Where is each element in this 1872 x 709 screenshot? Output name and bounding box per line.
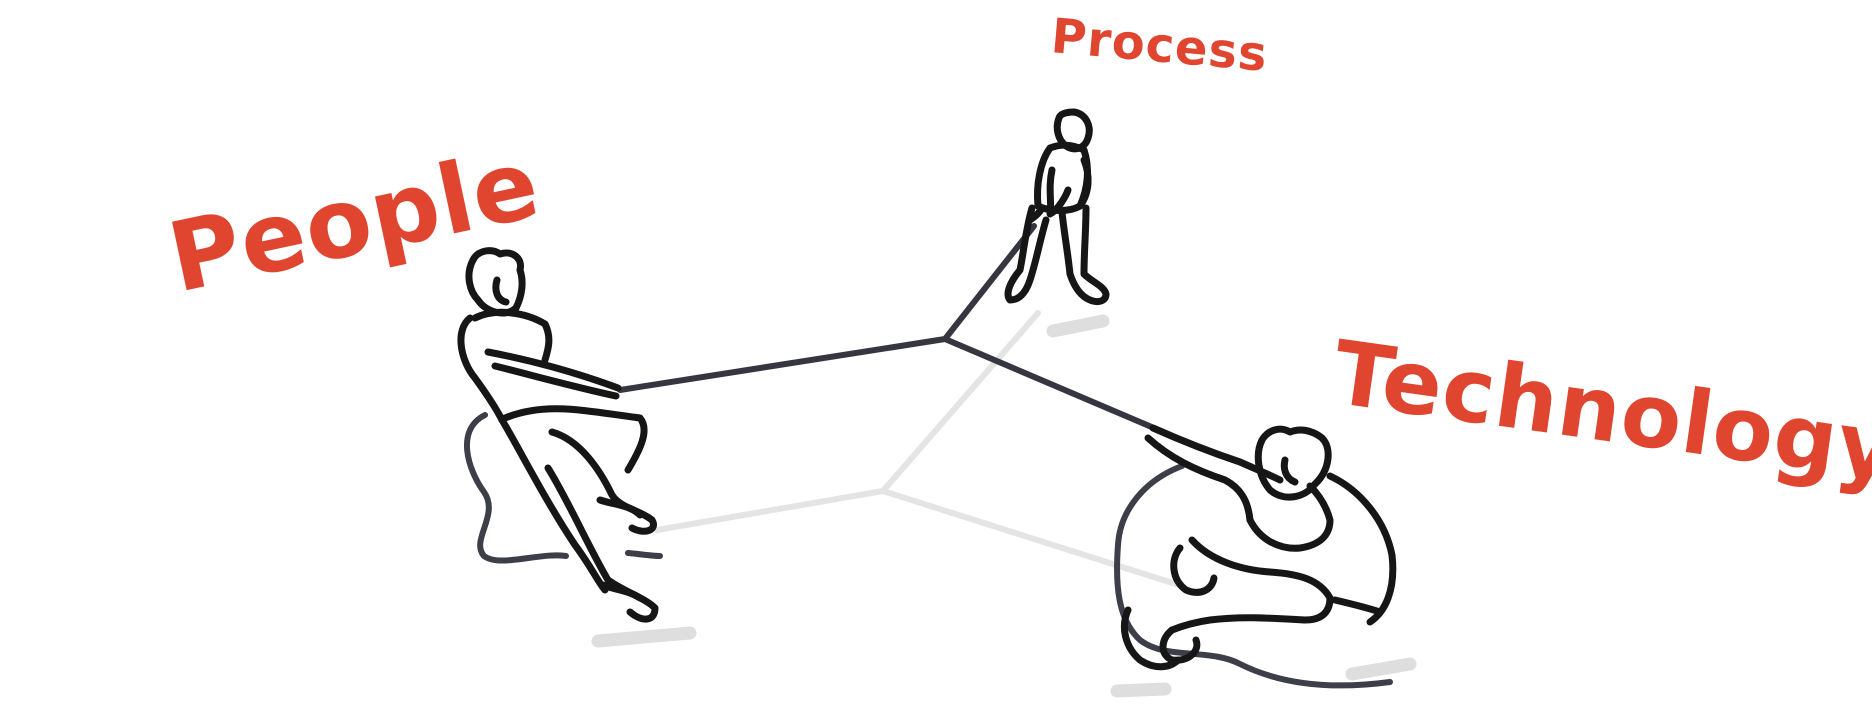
process-leg-left — [1004, 204, 1050, 304]
technology-shin — [1159, 626, 1201, 664]
ground-shadows — [591, 314, 1417, 698]
technology-figure — [1121, 424, 1397, 671]
people-foot-back — [599, 581, 644, 602]
technology-face — [1280, 456, 1299, 486]
rope-front-to-people — [617, 336, 948, 393]
front-ropes — [617, 223, 1157, 431]
people-head — [465, 247, 526, 317]
technology-leg-rear — [1121, 606, 1182, 671]
people-foot-front — [596, 496, 644, 519]
rope-back-to-technology — [880, 488, 1185, 589]
technology-rope-tail — [1114, 463, 1393, 689]
technology-label: Technology — [1327, 321, 1872, 502]
process-label: Process — [1049, 8, 1270, 83]
process-arm-right — [1076, 156, 1092, 210]
people-arm-lower — [491, 362, 620, 400]
people-torso — [457, 314, 506, 424]
process-leg-right — [1058, 204, 1110, 306]
people-shadow — [591, 626, 697, 648]
people-rope-tail-end — [625, 550, 663, 559]
people-figure — [457, 247, 659, 623]
people-leg-back — [498, 416, 609, 594]
technology-shadow-left — [1110, 682, 1172, 698]
process-shadow — [1046, 314, 1110, 338]
technology-back — [1326, 472, 1397, 626]
technology-knee — [1170, 544, 1218, 596]
people-rope-tail — [463, 412, 569, 564]
people-face — [492, 276, 510, 306]
process-hand — [1026, 204, 1046, 224]
rope-front-to-process — [942, 223, 1037, 342]
technology-shadow-right — [1345, 657, 1417, 681]
people-leg-front — [501, 405, 648, 474]
rope-front-to-technology — [942, 336, 1157, 431]
process-figure — [1004, 108, 1110, 306]
back-ropes — [654, 310, 1185, 589]
technology-thigh — [1168, 536, 1334, 634]
rope-back-to-process — [880, 310, 1041, 494]
rope-tails — [463, 412, 1393, 689]
rope-back-to-people — [654, 488, 886, 533]
process-arm — [1046, 166, 1072, 218]
people-back — [471, 308, 553, 364]
technology-torso — [1246, 482, 1334, 552]
technology-foot — [1331, 596, 1384, 616]
people-arm-upper — [484, 348, 622, 392]
labels: People Process Technology — [159, 8, 1872, 502]
technology-arm-upper — [1149, 424, 1284, 484]
technology-arm-lower — [1144, 434, 1254, 524]
people-label: People — [159, 127, 548, 314]
technology-head — [1254, 425, 1332, 501]
process-head — [1053, 108, 1093, 153]
